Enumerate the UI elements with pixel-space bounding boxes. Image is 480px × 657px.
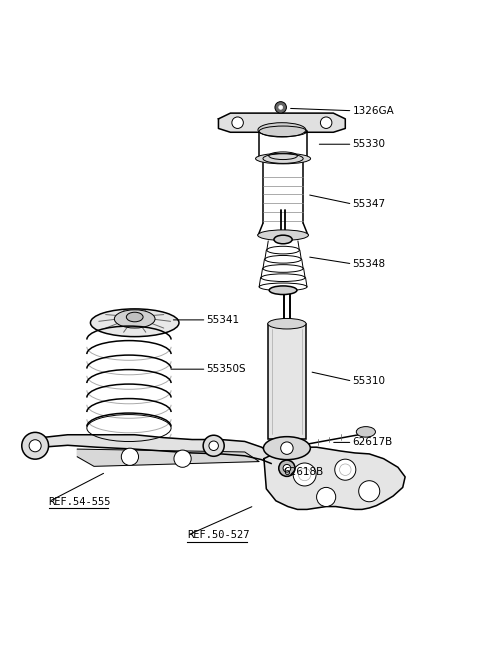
Circle shape — [209, 441, 218, 451]
Text: 1326GA: 1326GA — [352, 106, 394, 116]
Circle shape — [29, 440, 41, 452]
Ellipse shape — [264, 437, 311, 460]
Text: REF.54-555: REF.54-555 — [48, 497, 111, 507]
Polygon shape — [27, 435, 271, 463]
Ellipse shape — [258, 230, 309, 240]
Circle shape — [174, 450, 191, 467]
Polygon shape — [218, 113, 345, 132]
Circle shape — [359, 481, 380, 502]
Circle shape — [283, 464, 291, 472]
Circle shape — [279, 106, 283, 109]
Ellipse shape — [126, 312, 143, 322]
Ellipse shape — [90, 309, 179, 336]
Ellipse shape — [258, 123, 306, 137]
Ellipse shape — [356, 426, 375, 437]
Circle shape — [232, 117, 243, 128]
FancyBboxPatch shape — [268, 324, 306, 439]
Circle shape — [121, 448, 139, 465]
Text: 62617B: 62617B — [352, 438, 393, 447]
Text: REF.50-527: REF.50-527 — [187, 530, 250, 540]
Circle shape — [293, 463, 316, 486]
Text: 55348: 55348 — [352, 259, 385, 269]
Circle shape — [203, 435, 224, 457]
Text: 55341: 55341 — [206, 315, 240, 325]
Polygon shape — [264, 447, 405, 509]
Circle shape — [281, 442, 293, 455]
Text: 55330: 55330 — [352, 139, 385, 149]
Text: 55347: 55347 — [352, 199, 385, 209]
Circle shape — [335, 459, 356, 480]
Text: 62618B: 62618B — [283, 467, 324, 477]
Circle shape — [317, 487, 336, 507]
Circle shape — [279, 460, 295, 476]
Circle shape — [275, 102, 287, 113]
Ellipse shape — [255, 153, 311, 164]
Ellipse shape — [114, 310, 155, 328]
Ellipse shape — [269, 286, 297, 294]
Text: 55350S: 55350S — [206, 364, 246, 374]
Text: 55310: 55310 — [352, 376, 385, 386]
Circle shape — [321, 117, 332, 128]
Polygon shape — [77, 449, 259, 466]
Ellipse shape — [274, 235, 292, 244]
Circle shape — [22, 432, 48, 459]
Ellipse shape — [268, 319, 306, 329]
